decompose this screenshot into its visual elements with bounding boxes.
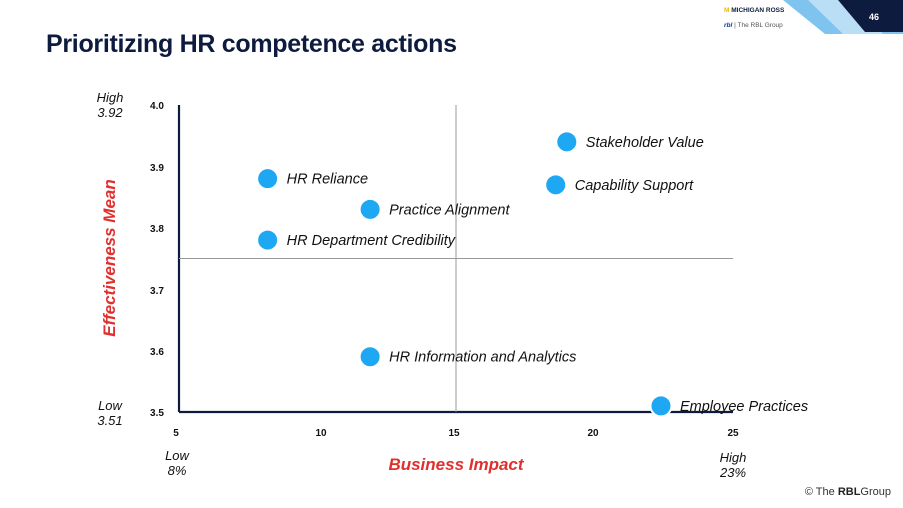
x-tick-label: 20	[587, 428, 599, 439]
footer-logo-brand: RBL	[837, 486, 861, 498]
data-point-label: Capability Support	[575, 178, 694, 194]
y-tick-label: 3.6	[150, 347, 164, 358]
corner-label-y-high: 3.92	[97, 105, 123, 120]
chart-ticks: 5 10 15 20 25 4.0 3.9 3.8 3.7 3.6 3.5	[150, 101, 739, 439]
data-point	[649, 394, 673, 418]
data-point-label: Employee Practices	[680, 399, 808, 415]
corner-label-x-high: High	[720, 450, 747, 465]
data-point	[555, 130, 579, 154]
corner-decoration	[783, 0, 903, 34]
data-point-label: Practice Alignment	[389, 202, 510, 218]
x-tick-label: 10	[315, 428, 327, 439]
y-axis-title: Effectiveness Mean	[100, 179, 119, 336]
slide-title: Prioritizing HR competence actions	[46, 30, 457, 58]
michigan-block-m-icon: M	[724, 7, 730, 14]
rbl-mark-icon: rbl	[724, 22, 733, 29]
x-axis-title: Business Impact	[388, 455, 524, 474]
data-point	[544, 173, 568, 197]
data-point-label: HR Department Credibility	[287, 233, 456, 249]
footer-rbl-logo: © The RBLGroup	[805, 486, 891, 498]
corner-label-x-high: 23%	[719, 465, 746, 480]
michigan-ross-text: MICHIGAN ROSS	[731, 7, 785, 14]
chart-points: Stakeholder Value Capability Support HR Re…	[256, 130, 808, 418]
y-tick-label: 4.0	[150, 101, 164, 112]
rbl-group-text: | The RBL Group	[734, 22, 783, 29]
y-tick-label: 3.8	[150, 224, 164, 235]
x-tick-label: 25	[727, 428, 739, 439]
michigan-ross-logo: M MICHIGAN ROSS	[724, 7, 784, 14]
y-tick-label: 3.7	[150, 286, 164, 297]
page-number: 46	[868, 12, 879, 22]
x-tick-label: 15	[448, 428, 460, 439]
data-point	[256, 167, 280, 191]
data-point	[358, 197, 382, 221]
data-point	[358, 345, 382, 369]
rbl-group-logo: rbl | The RBL Group	[724, 22, 783, 29]
data-point-label: HR Reliance	[287, 172, 368, 188]
corner-label-y-high: High	[97, 90, 124, 105]
y-tick-label: 3.5	[150, 408, 164, 419]
data-point	[256, 228, 280, 252]
corner-label-y-low: Low	[98, 398, 123, 413]
y-tick-label: 3.9	[150, 163, 164, 174]
data-point-label: Stakeholder Value	[586, 135, 704, 151]
corner-label-x-low: 8%	[168, 463, 187, 478]
chart-axes	[177, 105, 733, 414]
corner-label-x-low: Low	[165, 448, 190, 463]
data-point-label: HR Information and Analytics	[389, 350, 576, 366]
footer-logo-suffix: Group	[860, 486, 891, 498]
footer-logo-prefix: © The	[804, 486, 838, 498]
corner-label-y-low: 3.51	[97, 413, 122, 428]
x-tick-label: 5	[173, 428, 179, 439]
